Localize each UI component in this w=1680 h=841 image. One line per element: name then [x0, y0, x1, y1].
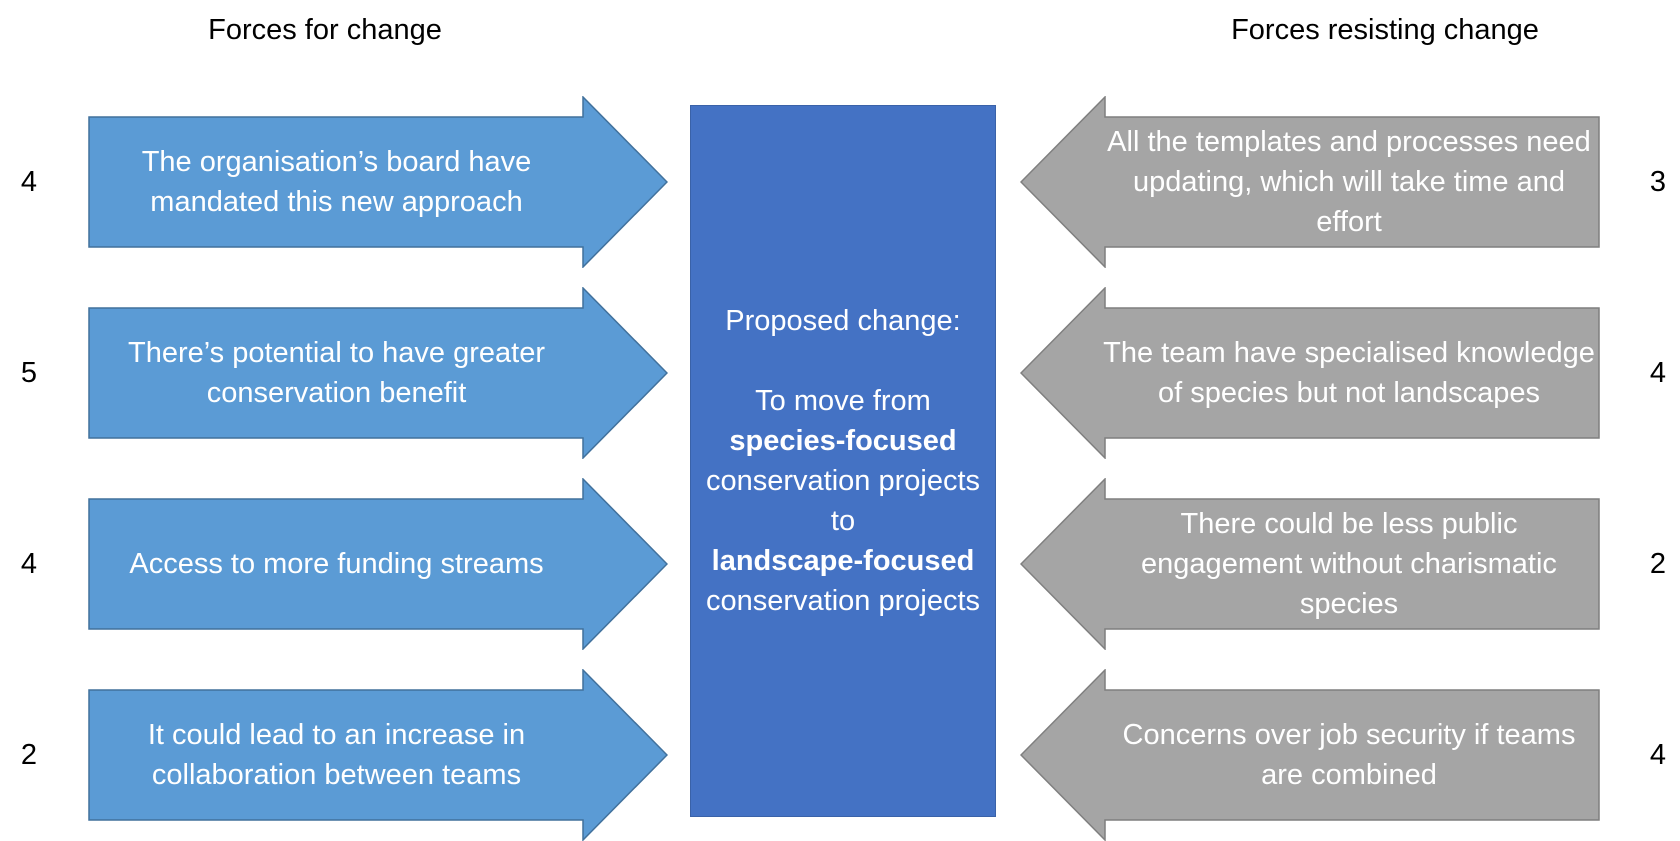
proposed-change-line: conservation projects to [705, 465, 981, 537]
to-focus-label: landscape-focused [711, 545, 975, 577]
proposed-change-line: conservation projects [705, 585, 981, 617]
proposed-change-heading: Proposed change: [725, 305, 961, 337]
force-against-text: All the templates and processes need upd… [1107, 126, 1591, 238]
proposed-change-line: To move from [755, 385, 931, 417]
force-for-arrow-4: It could lead to an increase in collabor… [88, 669, 668, 841]
forces-for-header: Forces for change [208, 14, 442, 46]
proposed-change-text: Proposed change: To move from species-fo… [691, 301, 995, 621]
force-for-text: There’s potential to have greater conser… [127, 337, 545, 409]
proposed-change-box: Proposed change: To move from species-fo… [690, 105, 996, 817]
force-for-arrow-1: The organisation’s board have mandated t… [88, 96, 668, 268]
force-against-arrow-3: There could be less public engagement wi… [1020, 478, 1600, 650]
force-against-text: The team have specialised knowledge of s… [1103, 337, 1595, 409]
force-against-score: 2 [1649, 548, 1667, 580]
force-for-text: The organisation’s board have mandated t… [141, 146, 532, 218]
force-against-text: Concerns over job security if teams are … [1122, 719, 1576, 791]
force-against-score: 3 [1649, 166, 1667, 198]
force-against-text: There could be less public engagement wi… [1141, 508, 1557, 620]
force-against-arrow-4: Concerns over job security if teams are … [1020, 669, 1600, 841]
forces-against-header: Forces resisting change [1231, 14, 1539, 46]
force-against-arrow-1: All the templates and processes need upd… [1020, 96, 1600, 268]
force-against-score: 4 [1649, 739, 1667, 771]
force-for-arrow-2: There’s potential to have greater conser… [88, 287, 668, 459]
force-for-text: It could lead to an increase in collabor… [147, 719, 526, 791]
force-for-arrow-3: Access to more funding streams [88, 478, 668, 650]
force-for-score: 2 [20, 739, 38, 771]
force-for-score: 4 [20, 166, 38, 198]
force-for-score: 5 [20, 357, 38, 389]
from-focus-label: species-focused [729, 425, 957, 457]
force-against-score: 4 [1649, 357, 1667, 389]
force-for-text: Access to more funding streams [129, 548, 544, 580]
force-against-arrow-2: The team have specialised knowledge of s… [1020, 287, 1600, 459]
force-for-score: 4 [20, 548, 38, 580]
